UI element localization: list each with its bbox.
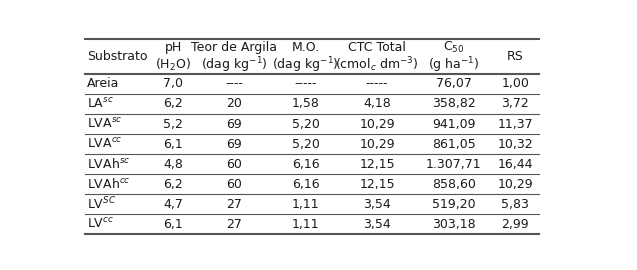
Text: 303,18: 303,18 — [432, 218, 475, 231]
Text: 69: 69 — [226, 117, 242, 130]
Text: LVAh$^{cc}$: LVAh$^{cc}$ — [87, 177, 131, 191]
Text: 60: 60 — [226, 157, 242, 171]
Text: LVA$^{cc}$: LVA$^{cc}$ — [87, 137, 123, 151]
Text: 20: 20 — [226, 97, 242, 110]
Text: 4,7: 4,7 — [164, 198, 183, 211]
Text: C$_{50}$: C$_{50}$ — [443, 40, 464, 55]
Text: 1,00: 1,00 — [501, 77, 529, 90]
Text: 27: 27 — [226, 218, 242, 231]
Text: 858,60: 858,60 — [432, 178, 476, 191]
Text: ----: ---- — [225, 77, 243, 90]
Text: (dag kg$^{-1}$): (dag kg$^{-1}$) — [272, 55, 339, 75]
Text: (g ha$^{-1}$): (g ha$^{-1}$) — [428, 55, 480, 75]
Text: 2,99: 2,99 — [501, 218, 529, 231]
Text: 10,29: 10,29 — [497, 178, 533, 191]
Text: 10,29: 10,29 — [359, 117, 395, 130]
Text: 5,20: 5,20 — [292, 117, 319, 130]
Text: 7,0: 7,0 — [164, 77, 183, 90]
Text: (H$_2$O): (H$_2$O) — [155, 57, 191, 73]
Text: (dag kg$^{-1}$): (dag kg$^{-1}$) — [201, 55, 268, 75]
Text: 12,15: 12,15 — [359, 157, 395, 171]
Text: 69: 69 — [226, 137, 242, 150]
Text: 358,82: 358,82 — [432, 97, 475, 110]
Text: 3,54: 3,54 — [363, 218, 391, 231]
Text: M.O.: M.O. — [291, 41, 320, 54]
Text: -----: ----- — [366, 77, 389, 90]
Text: Substrato: Substrato — [87, 50, 148, 63]
Text: 519,20: 519,20 — [432, 198, 475, 211]
Text: CTC Total: CTC Total — [348, 41, 406, 54]
Text: 941,09: 941,09 — [432, 117, 475, 130]
Text: 5,83: 5,83 — [501, 198, 529, 211]
Text: 5,20: 5,20 — [292, 137, 319, 150]
Text: 3,54: 3,54 — [363, 198, 391, 211]
Text: 60: 60 — [226, 178, 242, 191]
Text: 76,07: 76,07 — [436, 77, 471, 90]
Text: 1.307,71: 1.307,71 — [426, 157, 482, 171]
Text: 10,32: 10,32 — [497, 137, 533, 150]
Text: 27: 27 — [226, 198, 242, 211]
Text: RS: RS — [507, 50, 524, 63]
Text: pH: pH — [165, 41, 182, 54]
Text: 1,11: 1,11 — [292, 198, 319, 211]
Text: LV$^{SC}$: LV$^{SC}$ — [87, 196, 117, 212]
Text: LV$^{cc}$: LV$^{cc}$ — [87, 217, 114, 231]
Text: 5,2: 5,2 — [164, 117, 183, 130]
Text: 1,11: 1,11 — [292, 218, 319, 231]
Text: Areia: Areia — [87, 77, 119, 90]
Text: LVAh$^{sc}$: LVAh$^{sc}$ — [87, 157, 131, 171]
Text: -----: ----- — [294, 77, 317, 90]
Text: 12,15: 12,15 — [359, 178, 395, 191]
Text: LA$^{sc}$: LA$^{sc}$ — [87, 97, 114, 111]
Text: 1,58: 1,58 — [292, 97, 319, 110]
Text: 16,44: 16,44 — [497, 157, 533, 171]
Text: 4,18: 4,18 — [363, 97, 391, 110]
Text: 6,1: 6,1 — [164, 137, 183, 150]
Text: 4,8: 4,8 — [164, 157, 183, 171]
Text: 6,2: 6,2 — [164, 97, 183, 110]
Text: 10,29: 10,29 — [359, 137, 395, 150]
Text: 6,16: 6,16 — [292, 178, 319, 191]
Text: 3,72: 3,72 — [501, 97, 529, 110]
Text: Teor de Argila: Teor de Argila — [191, 41, 277, 54]
Text: 6,2: 6,2 — [164, 178, 183, 191]
Text: 11,37: 11,37 — [497, 117, 533, 130]
Text: 861,05: 861,05 — [432, 137, 475, 150]
Text: 6,1: 6,1 — [164, 218, 183, 231]
Text: LVA$^{sc}$: LVA$^{sc}$ — [87, 117, 122, 131]
Text: (cmol$_c$ dm$^{-3}$): (cmol$_c$ dm$^{-3}$) — [335, 56, 419, 75]
Text: 6,16: 6,16 — [292, 157, 319, 171]
